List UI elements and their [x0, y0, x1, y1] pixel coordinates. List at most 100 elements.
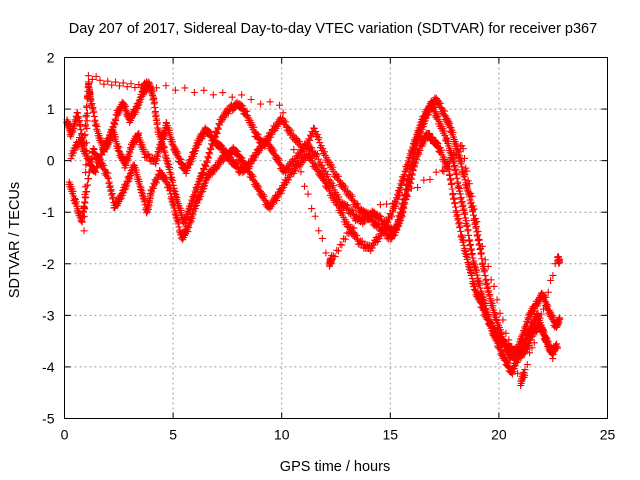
- data-point: [381, 221, 389, 229]
- data-point: [320, 148, 328, 156]
- data-point: [334, 172, 342, 180]
- data-point: [475, 236, 483, 244]
- data-point: [464, 177, 472, 185]
- data-point: [79, 208, 87, 216]
- data-point: [308, 144, 316, 152]
- data-point: [443, 163, 451, 171]
- plot-frame: [64, 57, 608, 419]
- data-point: [108, 81, 116, 89]
- data-point: [331, 253, 339, 261]
- data-point: [445, 159, 453, 167]
- data-point: [437, 146, 445, 154]
- y-tick-label: 2: [47, 50, 55, 66]
- data-point: [260, 192, 268, 200]
- data-point: [452, 152, 460, 160]
- data-point: [458, 142, 466, 150]
- data-point: [162, 82, 170, 90]
- data-point: [199, 171, 207, 179]
- data-point: [493, 296, 501, 304]
- data-point: [202, 163, 210, 171]
- data-point: [78, 218, 86, 226]
- data-point: [350, 210, 358, 218]
- data-point: [324, 170, 332, 178]
- data-point: [348, 192, 356, 200]
- data-point: [470, 205, 478, 213]
- data-point: [528, 344, 536, 352]
- data-point: [375, 212, 383, 220]
- data-point: [540, 305, 548, 313]
- data-point: [397, 216, 405, 224]
- data-point: [171, 86, 179, 94]
- data-point: [317, 142, 325, 150]
- data-point: [347, 191, 355, 199]
- data-point: [123, 83, 131, 91]
- data-point: [337, 198, 345, 206]
- data-point: [96, 155, 104, 163]
- data-point: [473, 218, 481, 226]
- data-point: [83, 124, 91, 132]
- data-point: [463, 167, 471, 175]
- data-point: [237, 101, 245, 109]
- data-point: [154, 175, 162, 183]
- data-point: [296, 138, 304, 146]
- data-point: [345, 229, 353, 237]
- data-point: [313, 150, 321, 158]
- x-tick-label: 15: [383, 427, 399, 443]
- data-point: [481, 256, 489, 264]
- data-point: [82, 121, 90, 129]
- axis-ticks: 0 5 10 15 20 25 -5 -4 -3 -2 -1 0 1 2: [42, 50, 615, 443]
- data-point: [264, 136, 272, 144]
- data-point: [297, 168, 305, 176]
- data-point: [361, 207, 369, 215]
- data-point: [316, 139, 324, 147]
- data-point: [207, 145, 215, 153]
- data-point: [388, 213, 396, 221]
- data-point: [358, 237, 366, 245]
- data-point: [370, 218, 378, 226]
- data-point: [82, 161, 90, 169]
- data-point: [162, 175, 170, 183]
- data-point: [379, 229, 387, 237]
- data-point: [88, 75, 96, 83]
- data-point: [556, 257, 564, 265]
- data-point: [239, 102, 247, 110]
- data-point: [82, 146, 90, 154]
- data-point: [349, 196, 357, 204]
- data-point: [305, 151, 313, 159]
- data-point: [266, 98, 274, 106]
- data-point: [348, 210, 356, 218]
- data-point: [291, 166, 299, 174]
- data-point: [181, 84, 189, 92]
- data-point: [472, 215, 480, 223]
- data-point: [313, 131, 321, 139]
- data-point: [345, 189, 353, 197]
- data-point: [217, 141, 225, 149]
- data-point: [279, 109, 287, 117]
- data-point: [303, 141, 311, 149]
- data-point: [502, 329, 510, 337]
- data-point: [356, 205, 364, 213]
- data-point: [467, 189, 475, 197]
- data-point: [354, 204, 362, 212]
- chart-title: Day 207 of 2017, Sidereal Day-to-day VTE…: [69, 21, 597, 37]
- data-point: [205, 128, 213, 136]
- data-point: [83, 109, 91, 117]
- data-point: [213, 130, 221, 138]
- data-point: [301, 182, 309, 190]
- data-point: [451, 150, 459, 158]
- data-point: [438, 166, 446, 174]
- data-point: [341, 235, 349, 243]
- data-point: [92, 73, 100, 81]
- data-point: [312, 128, 320, 136]
- data-point: [407, 184, 415, 192]
- y-tick-label: 1: [47, 101, 55, 117]
- data-point: [152, 179, 160, 187]
- data-point: [206, 150, 214, 158]
- data-point: [440, 168, 448, 176]
- data-point: [259, 191, 267, 199]
- data-point: [523, 361, 531, 369]
- data-point: [164, 181, 172, 189]
- y-tick-label: -5: [42, 411, 55, 427]
- data-point: [505, 336, 513, 344]
- data-point: [219, 89, 227, 97]
